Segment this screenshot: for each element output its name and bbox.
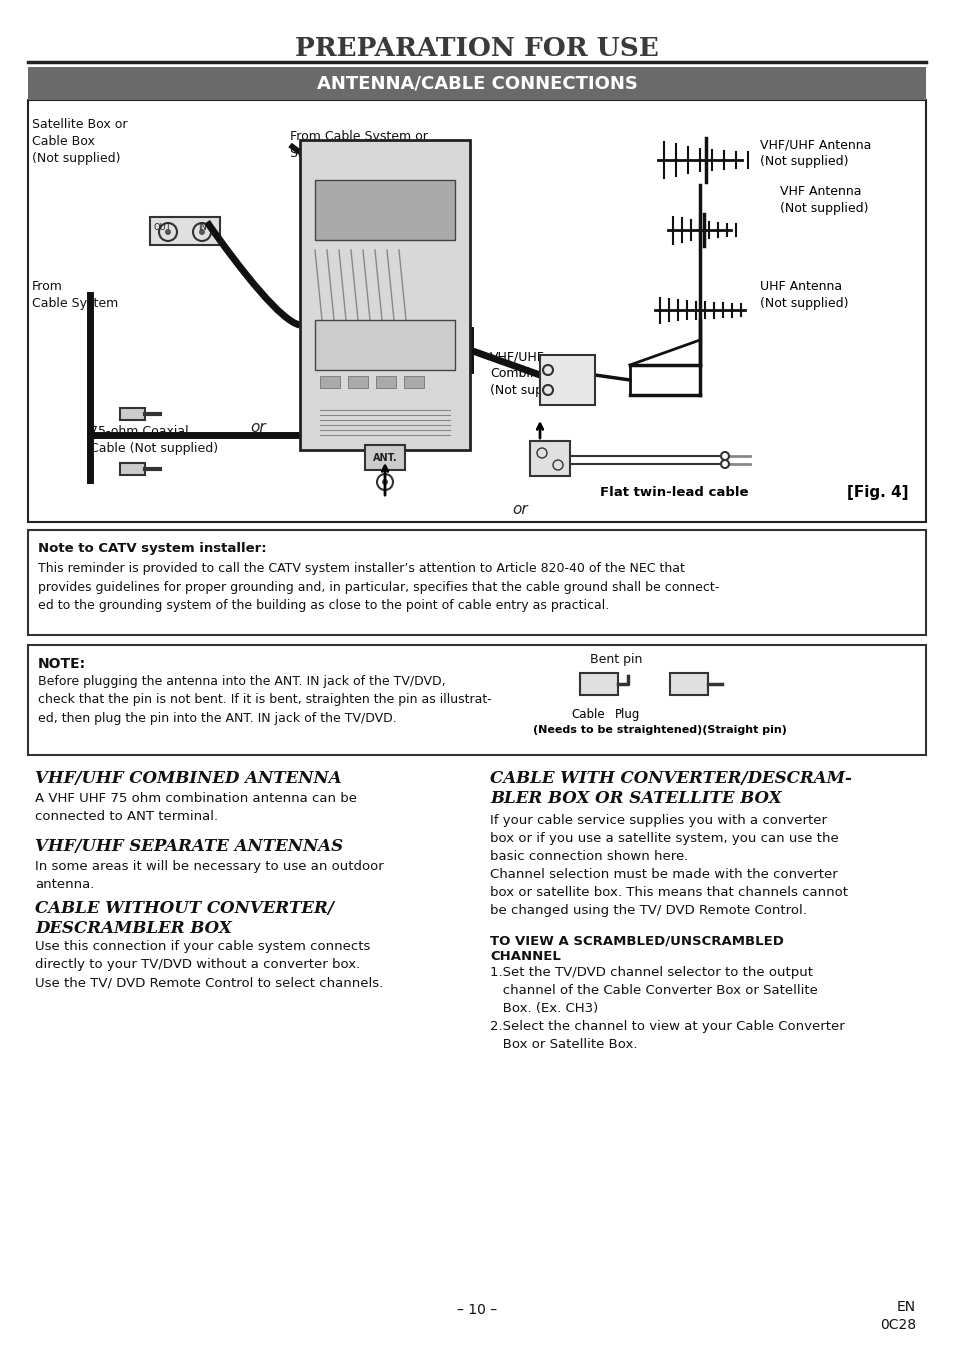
Text: Bent pin: Bent pin bbox=[589, 652, 641, 666]
Text: Before plugging the antenna into the ANT. IN jack of the TV/DVD,
check that the : Before plugging the antenna into the ANT… bbox=[38, 675, 491, 725]
Text: A VHF UHF 75 ohm combination antenna can be
connected to ANT terminal.: A VHF UHF 75 ohm combination antenna can… bbox=[35, 793, 356, 824]
Circle shape bbox=[165, 229, 171, 235]
Circle shape bbox=[381, 479, 388, 485]
Text: OUT: OUT bbox=[153, 224, 171, 232]
Text: Use this connection if your cable system connects
directly to your TV/DVD withou: Use this connection if your cable system… bbox=[35, 940, 383, 989]
Text: From Cable System or
Satellite Dish: From Cable System or Satellite Dish bbox=[290, 129, 428, 160]
Text: 0C28: 0C28 bbox=[879, 1318, 915, 1332]
Text: – 10 –: – 10 – bbox=[456, 1304, 497, 1317]
Text: 1.Set the TV/DVD channel selector to the output
   channel of the Cable Converte: 1.Set the TV/DVD channel selector to the… bbox=[490, 967, 843, 1051]
Bar bbox=[365, 445, 405, 470]
Text: 75-ohm Coaxial
Cable (Not supplied): 75-ohm Coaxial Cable (Not supplied) bbox=[90, 425, 218, 456]
Text: CABLE WITH CONVERTER/DESCRAM-
BLER BOX OR SATELLITE BOX: CABLE WITH CONVERTER/DESCRAM- BLER BOX O… bbox=[490, 770, 851, 806]
Text: or: or bbox=[250, 421, 266, 435]
Bar bbox=[28, 67, 925, 100]
Text: VHF Antenna
(Not supplied): VHF Antenna (Not supplied) bbox=[780, 185, 867, 214]
Text: TO VIEW A SCRAMBLED/UNSCRAMBLED
CHANNEL: TO VIEW A SCRAMBLED/UNSCRAMBLED CHANNEL bbox=[490, 936, 783, 962]
Bar bbox=[319, 376, 339, 388]
Text: EN: EN bbox=[896, 1299, 915, 1314]
Text: PREPARATION FOR USE: PREPARATION FOR USE bbox=[294, 35, 659, 61]
Text: This reminder is provided to call the CATV system installer’s attention to Artic: This reminder is provided to call the CA… bbox=[38, 562, 719, 612]
Bar bbox=[299, 140, 470, 450]
Circle shape bbox=[199, 229, 205, 235]
Text: Cable: Cable bbox=[571, 708, 604, 721]
Bar bbox=[669, 673, 707, 696]
Bar bbox=[403, 376, 423, 388]
Text: In some areas it will be necessary to use an outdoor
antenna.: In some areas it will be necessary to us… bbox=[35, 860, 383, 891]
Text: ANTENNA/CABLE CONNECTIONS: ANTENNA/CABLE CONNECTIONS bbox=[316, 74, 637, 92]
Bar bbox=[348, 376, 368, 388]
Text: [Fig. 4]: [Fig. 4] bbox=[846, 484, 908, 500]
Bar bbox=[314, 181, 455, 240]
Text: VHF/UHF
Combiner
(Not supplied): VHF/UHF Combiner (Not supplied) bbox=[490, 350, 578, 398]
Text: NOTE:: NOTE: bbox=[38, 656, 86, 671]
Bar bbox=[120, 462, 145, 474]
Bar bbox=[28, 644, 925, 755]
Text: CABLE WITHOUT CONVERTER/
DESCRAMBLER BOX: CABLE WITHOUT CONVERTER/ DESCRAMBLER BOX bbox=[35, 900, 334, 937]
Text: VHF/UHF SEPARATE ANTENNAS: VHF/UHF SEPARATE ANTENNAS bbox=[35, 838, 343, 855]
Text: If your cable service supplies you with a converter
box or if you use a satellit: If your cable service supplies you with … bbox=[490, 814, 847, 917]
Bar bbox=[539, 355, 595, 404]
Bar bbox=[28, 100, 925, 522]
Bar bbox=[150, 217, 220, 245]
Text: (Needs to be straightened)(Straight pin): (Needs to be straightened)(Straight pin) bbox=[533, 725, 786, 735]
Bar bbox=[28, 530, 925, 635]
Text: Satellite Box or
Cable Box
(Not supplied): Satellite Box or Cable Box (Not supplied… bbox=[32, 119, 128, 164]
Text: UHF Antenna
(Not supplied): UHF Antenna (Not supplied) bbox=[760, 280, 847, 310]
Bar bbox=[579, 673, 618, 696]
Text: Note to CATV system installer:: Note to CATV system installer: bbox=[38, 542, 266, 555]
Text: VHF/UHF COMBINED ANTENNA: VHF/UHF COMBINED ANTENNA bbox=[35, 770, 341, 787]
Text: Plug: Plug bbox=[615, 708, 640, 721]
Bar bbox=[120, 408, 145, 421]
Text: Flat twin-lead cable: Flat twin-lead cable bbox=[599, 485, 748, 499]
Text: or: or bbox=[458, 365, 473, 379]
Bar bbox=[314, 319, 455, 369]
Text: ANT.: ANT. bbox=[373, 453, 396, 462]
Text: From
Cable System: From Cable System bbox=[32, 280, 118, 310]
Text: IN: IN bbox=[198, 224, 207, 232]
Bar bbox=[375, 376, 395, 388]
Bar bbox=[530, 441, 569, 476]
Text: or: or bbox=[512, 503, 527, 518]
Text: VHF/UHF Antenna
(Not supplied): VHF/UHF Antenna (Not supplied) bbox=[760, 137, 870, 168]
